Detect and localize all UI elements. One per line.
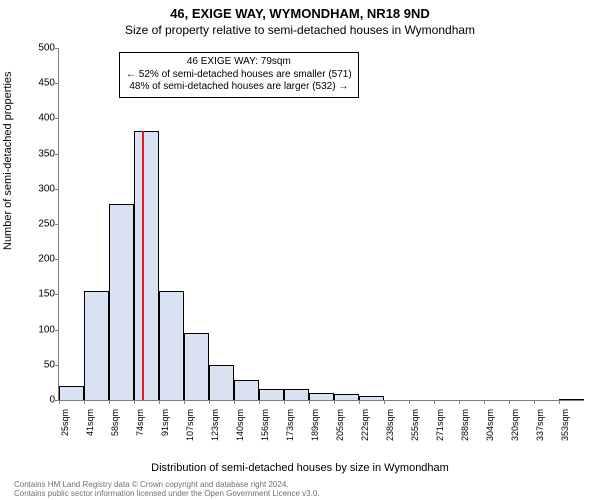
- info-box: 46 EXIGE WAY: 79sqm ← 52% of semi-detach…: [119, 52, 359, 98]
- y-tick-label: 200: [21, 254, 59, 265]
- y-axis-label: Number of semi-detached properties: [2, 71, 14, 250]
- x-tick-mark: [534, 400, 535, 404]
- x-tick-label: 58sqm: [106, 409, 120, 436]
- x-tick-label: 255sqm: [406, 409, 420, 441]
- address-title: 46, EXIGE WAY, WYMONDHAM, NR18 9ND: [0, 0, 600, 21]
- subject-marker-line: [142, 131, 144, 400]
- x-tick-mark: [184, 400, 185, 404]
- x-tick-mark: [384, 400, 385, 404]
- x-tick-mark: [359, 400, 360, 404]
- x-tick-mark: [509, 400, 510, 404]
- subtitle: Size of property relative to semi-detach…: [0, 21, 600, 37]
- x-tick-label: 74sqm: [131, 409, 145, 436]
- y-tick-label: 300: [21, 183, 59, 194]
- chart-container: 46, EXIGE WAY, WYMONDHAM, NR18 9ND Size …: [0, 0, 600, 500]
- footnote-line-2: Contains public sector information licen…: [14, 489, 320, 498]
- x-tick-mark: [434, 400, 435, 404]
- footnote-line-1: Contains HM Land Registry data © Crown c…: [14, 480, 320, 489]
- y-tick-label: 100: [21, 324, 59, 335]
- x-tick-mark: [259, 400, 260, 404]
- y-tick-label: 400: [21, 113, 59, 124]
- y-tick-label: 500: [21, 43, 59, 54]
- x-tick-mark: [559, 400, 560, 404]
- x-tick-label: 271sqm: [431, 409, 445, 441]
- x-tick-label: 156sqm: [256, 409, 270, 441]
- x-tick-label: 337sqm: [531, 409, 545, 441]
- y-tick-mark: [55, 48, 59, 49]
- histogram-bar: [259, 389, 284, 400]
- x-tick-mark: [334, 400, 335, 404]
- plot-area: 05010015020025030035040045050025sqm41sqm…: [58, 48, 584, 401]
- x-tick-label: 41sqm: [81, 409, 95, 436]
- y-tick-label: 50: [21, 359, 59, 370]
- y-tick-mark: [55, 224, 59, 225]
- x-tick-label: 288sqm: [456, 409, 470, 441]
- info-line-3: 48% of semi-detached houses are larger (…: [126, 81, 352, 94]
- histogram-bar: [134, 131, 159, 400]
- x-tick-mark: [209, 400, 210, 404]
- histogram-bar: [159, 291, 184, 400]
- info-line-2: ← 52% of semi-detached houses are smalle…: [126, 69, 352, 82]
- x-tick-label: 189sqm: [306, 409, 320, 441]
- y-tick-label: 250: [21, 219, 59, 230]
- x-axis-label: Distribution of semi-detached houses by …: [0, 462, 600, 474]
- x-tick-label: 320sqm: [506, 409, 520, 441]
- x-tick-label: 238sqm: [381, 409, 395, 441]
- x-tick-label: 304sqm: [481, 409, 495, 441]
- x-tick-mark: [309, 400, 310, 404]
- x-tick-label: 107sqm: [181, 409, 195, 441]
- y-tick-mark: [55, 83, 59, 84]
- y-tick-mark: [55, 365, 59, 366]
- footnote: Contains HM Land Registry data © Crown c…: [14, 480, 320, 498]
- histogram-bar: [334, 394, 359, 400]
- x-tick-label: 173sqm: [281, 409, 295, 441]
- histogram-bar: [234, 380, 259, 400]
- x-tick-mark: [109, 400, 110, 404]
- y-tick-label: 350: [21, 148, 59, 159]
- histogram-bar: [359, 396, 384, 400]
- y-tick-mark: [55, 189, 59, 190]
- x-tick-mark: [84, 400, 85, 404]
- x-tick-mark: [59, 400, 60, 404]
- histogram-bar: [184, 333, 209, 400]
- x-tick-label: 91sqm: [156, 409, 170, 436]
- histogram-bar: [559, 399, 584, 400]
- x-tick-label: 123sqm: [206, 409, 220, 441]
- x-tick-mark: [409, 400, 410, 404]
- y-tick-mark: [55, 118, 59, 119]
- histogram-bar: [284, 389, 309, 400]
- x-tick-mark: [234, 400, 235, 404]
- x-tick-label: 205sqm: [331, 409, 345, 441]
- x-tick-mark: [159, 400, 160, 404]
- x-tick-label: 222sqm: [356, 409, 370, 441]
- x-tick-mark: [484, 400, 485, 404]
- histogram-bar: [59, 386, 84, 400]
- y-tick-mark: [55, 154, 59, 155]
- y-tick-mark: [55, 330, 59, 331]
- y-tick-mark: [55, 259, 59, 260]
- y-tick-mark: [55, 294, 59, 295]
- y-tick-label: 150: [21, 289, 59, 300]
- histogram-bar: [109, 204, 134, 400]
- histogram-bar: [209, 365, 234, 400]
- y-tick-label: 0: [21, 395, 59, 406]
- x-tick-mark: [284, 400, 285, 404]
- x-tick-label: 140sqm: [231, 409, 245, 441]
- histogram-bar: [309, 393, 334, 400]
- x-tick-mark: [459, 400, 460, 404]
- x-tick-label: 353sqm: [556, 409, 570, 441]
- x-tick-label: 25sqm: [56, 409, 70, 436]
- histogram-bar: [84, 291, 109, 400]
- info-line-1: 46 EXIGE WAY: 79sqm: [126, 56, 352, 69]
- x-tick-mark: [134, 400, 135, 404]
- y-tick-label: 450: [21, 78, 59, 89]
